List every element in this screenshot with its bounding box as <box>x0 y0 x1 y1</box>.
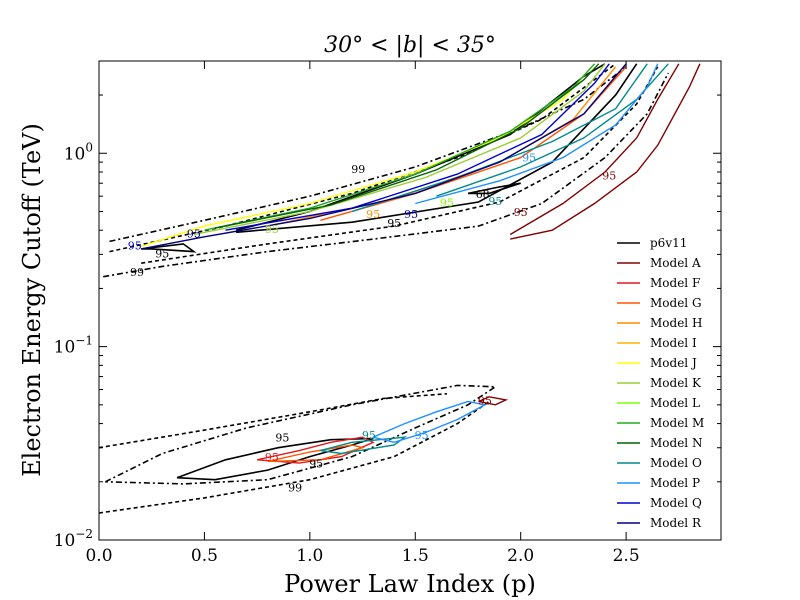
legend-label-model-m: Model M <box>650 416 704 430</box>
y-axis-label: Electron Energy Cutoff (TeV) <box>18 123 46 477</box>
contour-label-3: 95 <box>155 247 169 260</box>
contour-label-13: 95 <box>602 169 616 182</box>
contour-label-21: 99 <box>288 481 302 494</box>
contour-label-16: 95 <box>309 458 323 471</box>
contour-model-g-27 <box>267 444 366 463</box>
y-tick-label: 10−1 <box>54 334 93 358</box>
contour-p6v11-23 <box>99 393 447 449</box>
contour-model-a-8 <box>509 63 680 236</box>
contour-p6v11-21 <box>104 384 498 485</box>
contour-model-n-15 <box>214 63 600 229</box>
contour-label-20: 95 <box>265 451 279 464</box>
contour-label-9: 95 <box>440 197 454 210</box>
contour-label-10: 95 <box>522 152 536 165</box>
legend-label-model-p: Model P <box>650 476 700 490</box>
contour-model-k-13 <box>193 63 606 236</box>
contour-label-12: 95 <box>514 206 528 219</box>
contour-label-4: 95 <box>128 239 142 252</box>
legend-label-model-f: Model F <box>650 276 700 290</box>
contour-model-a-9 <box>510 63 701 240</box>
contour-model-f-26 <box>256 436 375 464</box>
legend-label-model-h: Model H <box>650 316 702 330</box>
x-tick-label: 2.0 <box>507 546 534 566</box>
contour-p6v11-7 <box>467 182 521 195</box>
contour-p6v11-4 <box>141 243 197 253</box>
contour-model-o-16 <box>351 63 648 213</box>
contour-model-p-29 <box>372 400 487 444</box>
x-tick-label: 0.5 <box>191 546 218 566</box>
contour-label-15: 95 <box>275 432 289 445</box>
contour-label-2: 95 <box>187 228 201 241</box>
x-tick-label: 2.5 <box>613 546 640 566</box>
legend-label-model-g: Model G <box>650 296 702 310</box>
contour-model-j-12 <box>140 63 596 248</box>
contour-model-a-25 <box>478 396 509 406</box>
axis-ticks: 0.0 0.5 1.0 1.5 2.0 2.5 10−2 10−1 100 <box>54 60 721 566</box>
contour-label-6: 95 <box>387 217 401 230</box>
contour-label-7: 95 <box>404 208 418 221</box>
y-tick-label: 10−2 <box>54 527 93 551</box>
contour-layer <box>99 63 701 514</box>
chart-title: 30° < |b| < 35° <box>324 33 496 58</box>
contour-label-11: 95 <box>488 195 502 208</box>
contour-p6v11-6 <box>236 63 638 234</box>
contour-model-p-18 <box>415 63 659 205</box>
contour-label-5: 95 <box>265 223 279 236</box>
x-tick-label: 1.5 <box>402 546 429 566</box>
legend-label-model-a: Model A <box>650 256 701 270</box>
contour-label-19: 95 <box>478 395 492 408</box>
legend-label-model-o: Model O <box>650 456 702 470</box>
contour-model-m-14 <box>204 63 596 231</box>
contour-p6v11-22 <box>99 400 490 514</box>
contour-label-0: 99 <box>351 163 365 176</box>
legend-label-model-q: Model Q <box>650 496 702 510</box>
y-tick-label: 100 <box>64 140 93 164</box>
x-tick-label: 1.0 <box>296 546 323 566</box>
contour-p6v11-3 <box>141 66 659 264</box>
contour-p6v11-1 <box>103 72 670 278</box>
plot-frame <box>98 60 722 541</box>
x-axis-label: Power Law Index (p) <box>284 570 536 598</box>
x-tick-label: 0.0 <box>85 546 112 566</box>
contour-model-r-20 <box>141 63 627 250</box>
legend-label-model-r: Model R <box>650 516 702 530</box>
contour-label-8: 95 <box>366 208 380 221</box>
legend-label-model-k: Model K <box>650 376 702 390</box>
legend-label-model-l: Model L <box>650 396 700 410</box>
legend-label-p6v11: p6v11 <box>650 236 687 250</box>
legend-label-model-j: Model J <box>650 356 697 370</box>
contour-model-q-19 <box>225 63 610 231</box>
legend-label-model-n: Model N <box>650 436 702 450</box>
legend-label-model-i: Model I <box>650 336 697 350</box>
contour-label-18: 95 <box>415 429 429 442</box>
contour-label-14: 68 <box>476 188 490 201</box>
contour-label-1: 99 <box>130 266 144 279</box>
legend: p6v11 Model A Model F Model G Model H Model I… <box>617 236 704 530</box>
contour-label-17: 95 <box>362 429 376 442</box>
